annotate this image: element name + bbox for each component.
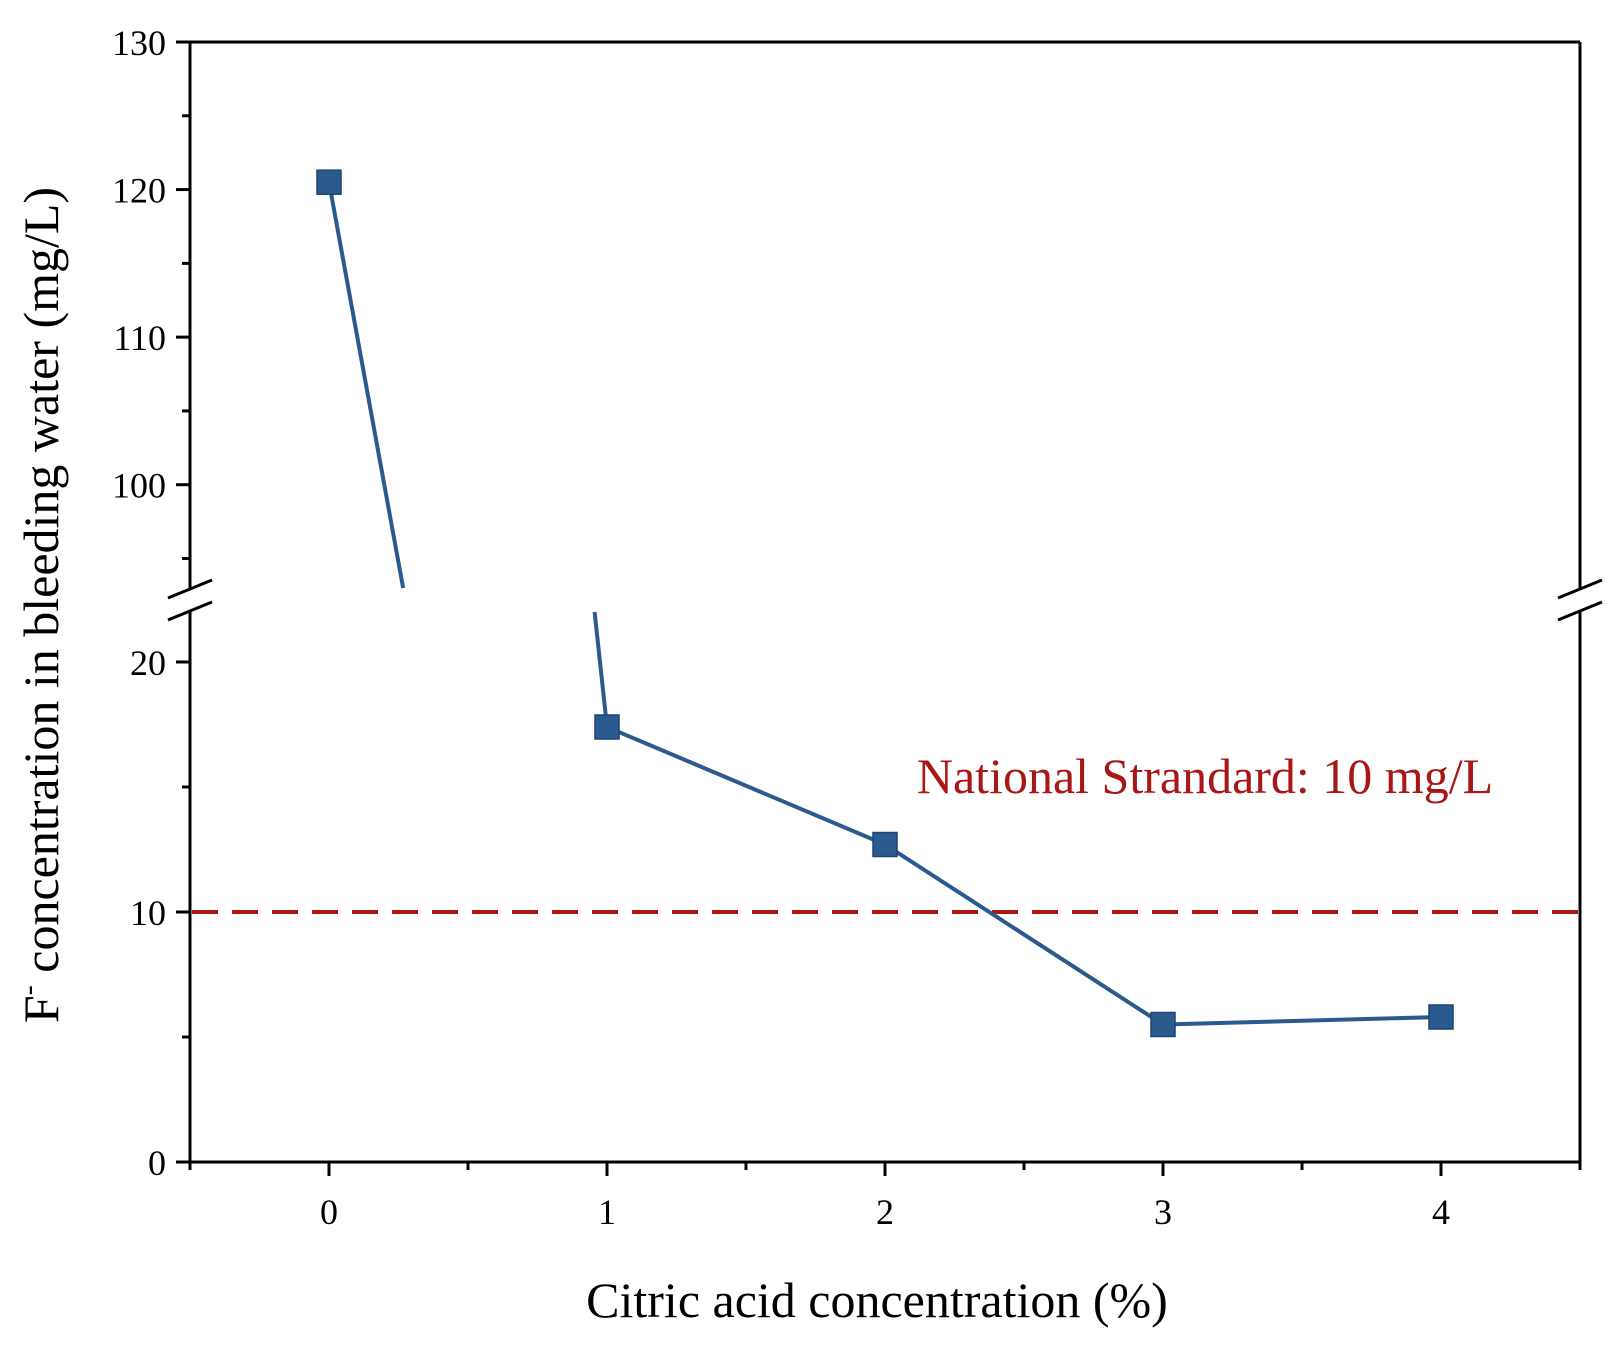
y-tick-label: 20 bbox=[130, 643, 166, 683]
series-line-segment bbox=[606, 725, 886, 847]
axis-break-mark-right-lower bbox=[1557, 600, 1603, 622]
y-tick-label: 100 bbox=[112, 466, 166, 506]
y-axis-title: F- concentration in bleeding water (mg/L… bbox=[12, 187, 69, 1023]
y-tick-label: 10 bbox=[130, 893, 166, 933]
reference-line-label: National Strandard: 10 mg/L bbox=[917, 748, 1493, 804]
y-tick-label: 110 bbox=[113, 318, 166, 358]
axis-break-mark-right-upper bbox=[1557, 578, 1603, 600]
data-point-marker bbox=[316, 169, 342, 195]
y-tick-label: 130 bbox=[112, 23, 166, 63]
x-tick-label: 1 bbox=[598, 1192, 616, 1232]
plot-layer: 0 1 2 3 4 0 10 20 100 110 120 130 bbox=[112, 23, 1603, 1232]
series-line-segment bbox=[327, 181, 406, 589]
x-tick-label: 2 bbox=[876, 1192, 894, 1232]
y-tick-label: 120 bbox=[112, 171, 166, 211]
y-tick-label: 0 bbox=[148, 1143, 166, 1183]
y-axis-title-superscript: - bbox=[12, 985, 45, 995]
data-point-marker bbox=[872, 831, 898, 858]
y-axis-title-prefix: F bbox=[13, 995, 69, 1023]
axis-break-mark-left-lower bbox=[167, 600, 213, 622]
series-line-segment bbox=[1162, 1015, 1442, 1027]
axis-break-mark-left-upper bbox=[167, 578, 213, 600]
y-axis-title-suffix: concentration in bleeding water (mg/L) bbox=[13, 187, 69, 985]
data-point-marker bbox=[594, 714, 620, 740]
x-tick-label: 0 bbox=[320, 1192, 338, 1232]
data-point-marker bbox=[1428, 1004, 1454, 1030]
series-line-segment bbox=[592, 611, 609, 728]
series-line-segment bbox=[883, 842, 1165, 1027]
x-tick-label: 4 bbox=[1432, 1192, 1450, 1232]
x-tick-label: 3 bbox=[1154, 1192, 1172, 1232]
data-point-marker bbox=[1150, 1011, 1176, 1038]
x-axis-title: Citric acid concentration (%) bbox=[586, 1272, 1168, 1328]
